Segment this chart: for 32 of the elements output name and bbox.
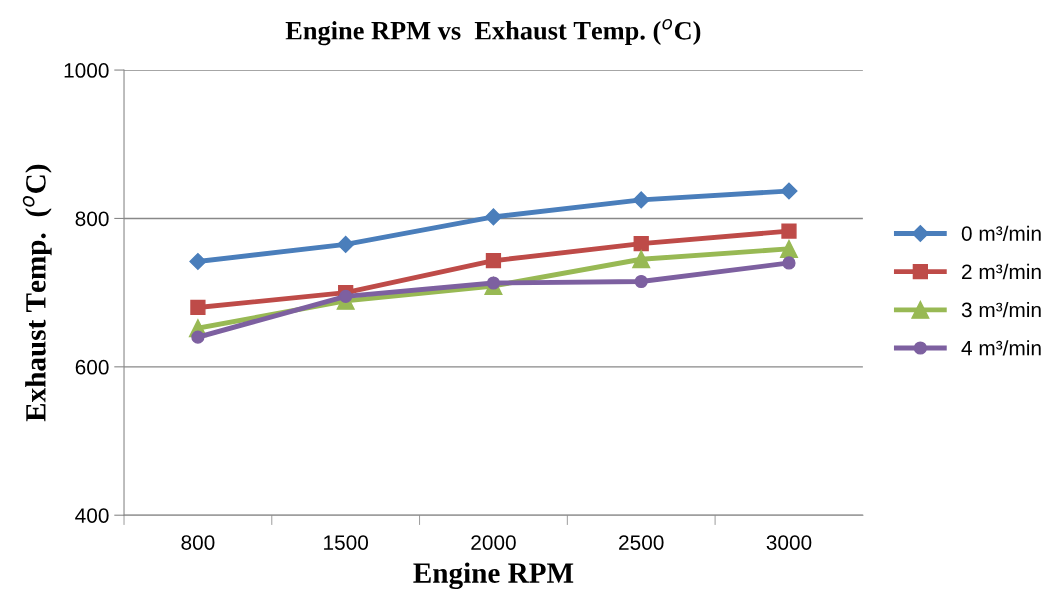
- legend-label: 4 m³/min: [961, 340, 1041, 356]
- point: [189, 252, 207, 271]
- point: [191, 330, 205, 344]
- point: [634, 274, 648, 289]
- y-tick-label: 600: [75, 359, 109, 375]
- legend-label: 0 m³/min: [961, 225, 1041, 241]
- point: [190, 299, 206, 316]
- point: [484, 208, 502, 226]
- x-tick-label: 800: [181, 535, 215, 550]
- point: [339, 289, 353, 303]
- point: [781, 223, 797, 239]
- legend-label: 3 m³/min: [961, 302, 1041, 318]
- point: [632, 191, 650, 209]
- point: [632, 250, 651, 269]
- x-axis-title: Engine RPM: [413, 562, 574, 590]
- legend-label: 2 m³/min: [962, 263, 1041, 280]
- y-tick-label: 800: [75, 211, 109, 227]
- x-tick-label: 3000: [766, 535, 812, 550]
- point: [780, 182, 798, 200]
- point: [485, 253, 502, 269]
- y-tick-label: 400: [75, 508, 109, 523]
- point: [779, 239, 799, 258]
- x-tick-label: 2500: [619, 535, 664, 550]
- point: [633, 236, 649, 252]
- point: [337, 235, 355, 253]
- y-axis-title: Exhaust Temp. ($^{o}$C): [22, 164, 52, 422]
- x-tick-label: 1500: [324, 535, 369, 550]
- chart-title: Engine RPM vs Exhaust Temp. ($^{o}$C): [285, 18, 701, 46]
- point: [486, 276, 501, 290]
- point: [782, 256, 796, 270]
- y-tick-label: 1000: [64, 63, 109, 78]
- x-tick-label: 2000: [471, 535, 516, 550]
